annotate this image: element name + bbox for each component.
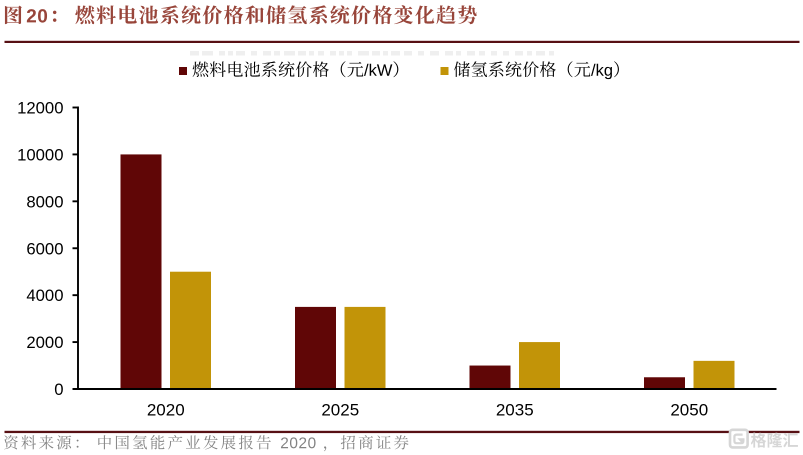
svg-text:2035: 2035 xyxy=(496,400,534,419)
svg-text:2000: 2000 xyxy=(26,333,63,352)
svg-text:0: 0 xyxy=(54,380,63,399)
svg-text:4000: 4000 xyxy=(26,286,63,305)
svg-text:8000: 8000 xyxy=(26,192,63,211)
svg-text:6000: 6000 xyxy=(26,239,63,258)
svg-text:2050: 2050 xyxy=(670,400,708,419)
svg-text:2020: 2020 xyxy=(147,400,185,419)
svg-text:12000: 12000 xyxy=(17,99,63,118)
svg-text:10000: 10000 xyxy=(17,145,63,164)
svg-text:2025: 2025 xyxy=(321,400,359,419)
